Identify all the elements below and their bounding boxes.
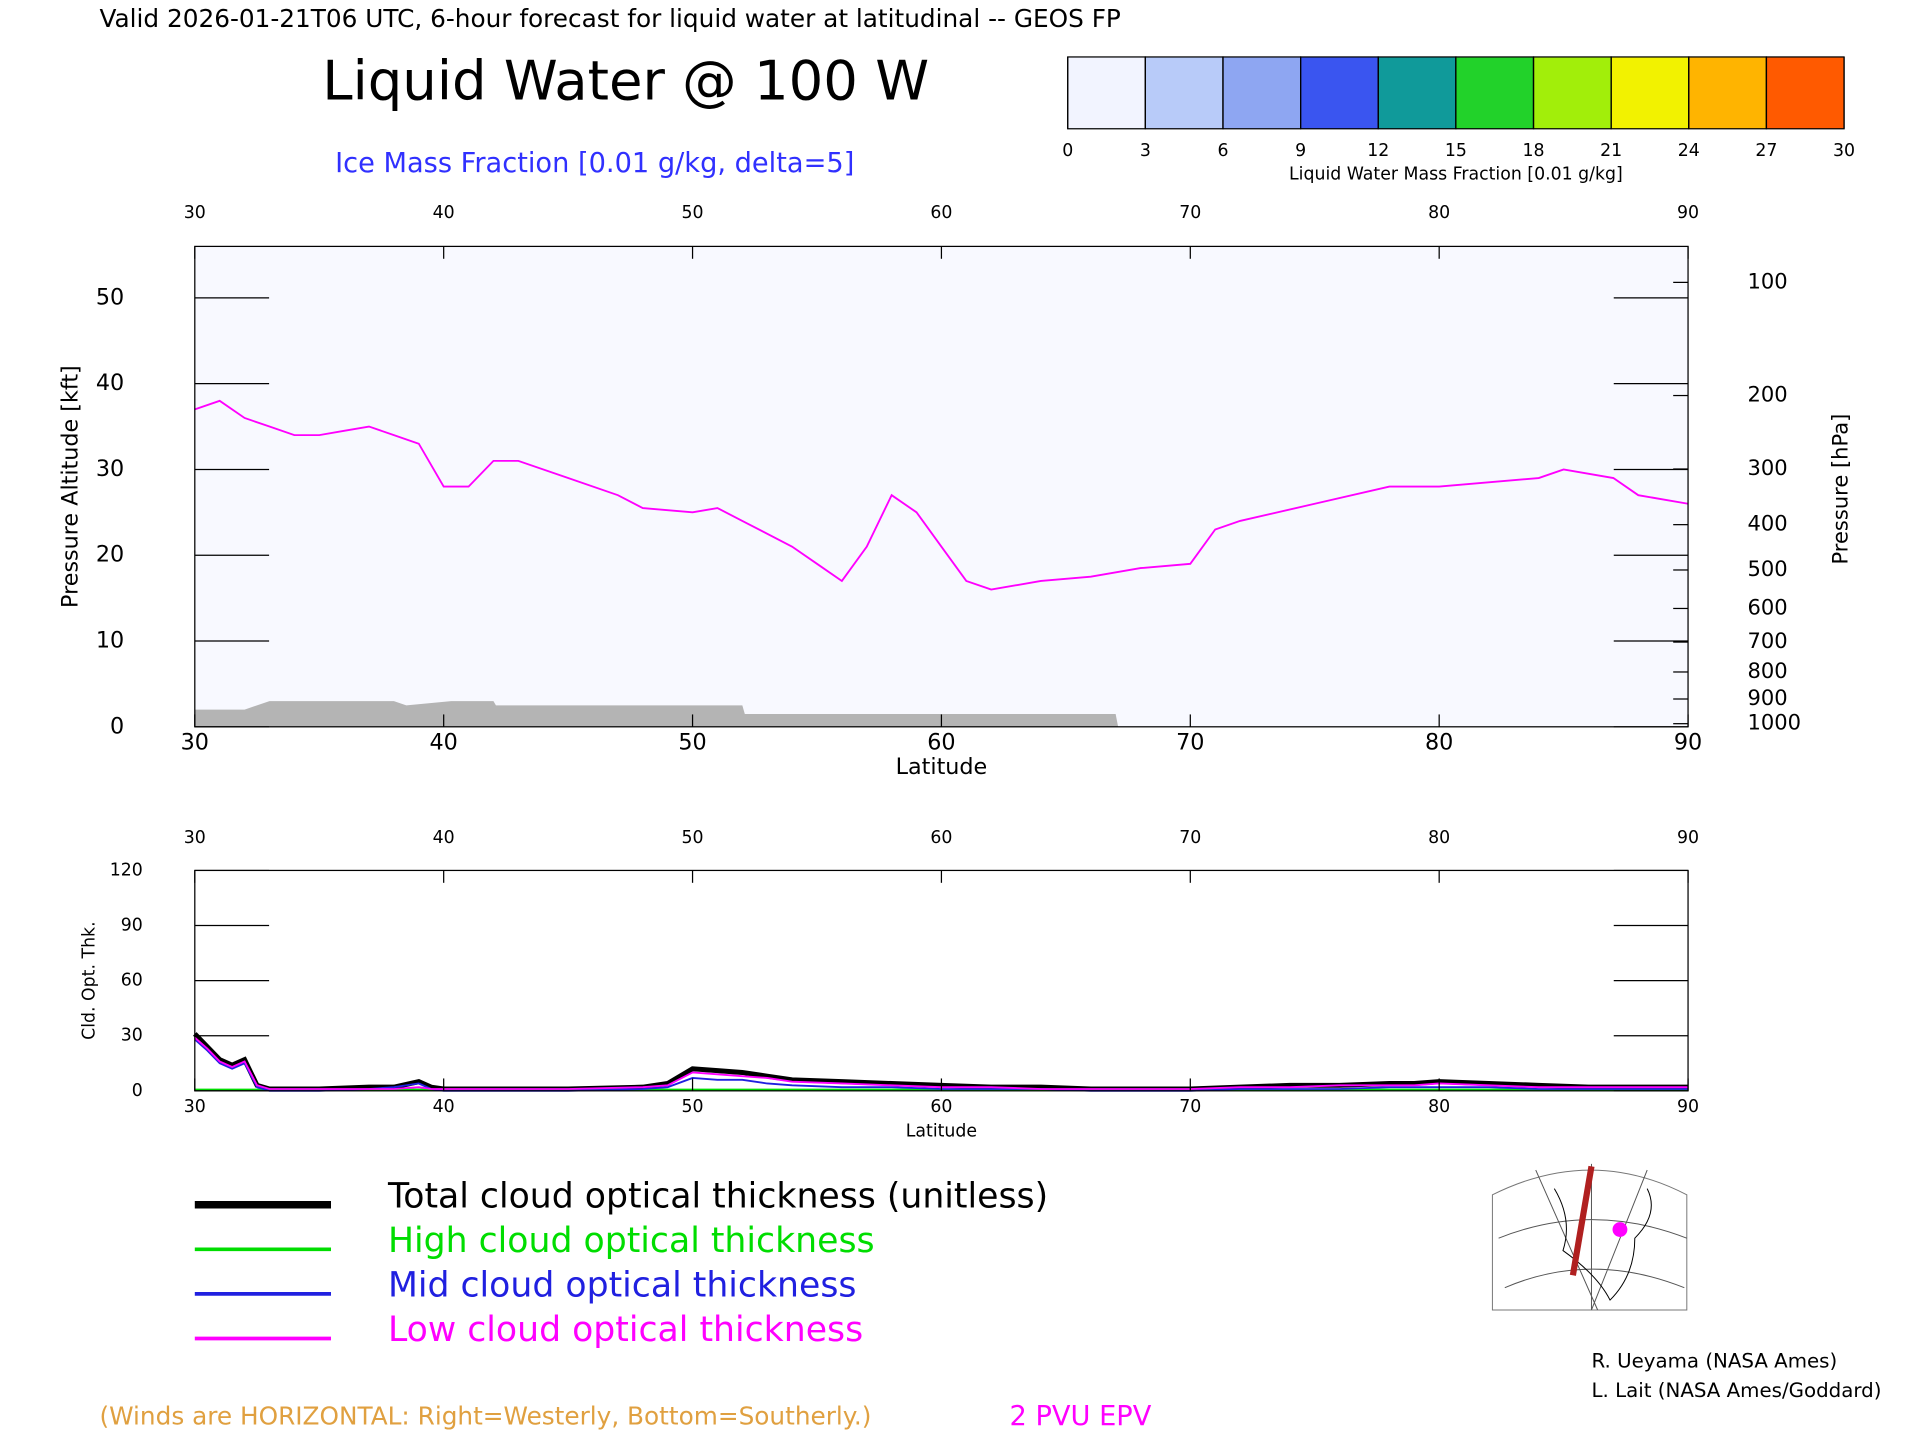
y2-tick-label: 900	[1747, 685, 1787, 710]
y2-tick-label: 700	[1747, 628, 1787, 653]
y-axis-label: Cld. Opt. Thk.	[80, 921, 100, 1039]
y-tick-label: 10	[96, 628, 124, 654]
y2-tick-label: 400	[1747, 511, 1787, 536]
y-tick-label: 20	[96, 542, 124, 568]
colorbar-cell	[1222, 56, 1302, 130]
plot-background	[194, 246, 1689, 727]
y-tick-label: 60	[121, 971, 143, 991]
x-tick-label: 60	[927, 729, 955, 755]
winds-note: (Winds are HORIZONTAL: Right=Westerly, B…	[99, 1402, 871, 1431]
series-line	[194, 399, 1689, 591]
x-tick-label: 30	[184, 1097, 206, 1117]
colorbar-cell	[1610, 56, 1690, 130]
legend-label: Low cloud optical thickness	[388, 1310, 863, 1350]
x-tick-label-top: 70	[1179, 828, 1201, 848]
y-tick-label: 120	[110, 860, 143, 880]
x-tick-label-top: 70	[1179, 203, 1201, 223]
colorbar-label: Liquid Water Mass Fraction [0.01 g/kg]	[1289, 165, 1623, 185]
colorbar-tick-label: 27	[1755, 141, 1777, 161]
chart-title: Liquid Water @ 100 W	[322, 48, 929, 112]
y2-tick-label: 1000	[1747, 710, 1801, 735]
colorbar-cell	[1377, 56, 1457, 130]
colorbar-cell	[1532, 56, 1612, 130]
y-tick-label: 30	[121, 1026, 143, 1046]
x-tick-label: 90	[1674, 729, 1702, 755]
y-tick-label: 0	[110, 713, 124, 739]
x-tick-label-top: 80	[1428, 203, 1450, 223]
plot-background	[194, 870, 1689, 1091]
x-tick-label: 80	[1425, 729, 1453, 755]
x-tick-label: 70	[1176, 729, 1204, 755]
y2-tick-label: 100	[1747, 268, 1787, 293]
y2-axis-label: Pressure [hPa]	[1828, 414, 1853, 565]
terrain	[194, 701, 1119, 727]
x-tick-label-top: 40	[433, 828, 455, 848]
x-tick-label-top: 40	[433, 203, 455, 223]
colorbar-cell	[1144, 56, 1224, 130]
colorbar-tick-label: 30	[1833, 141, 1855, 161]
y-tick-label: 30	[96, 456, 124, 482]
x-tick-label: 90	[1677, 1097, 1699, 1117]
credit: R. Ueyama (NASA Ames)	[1591, 1349, 1837, 1372]
x-tick-label: 30	[181, 729, 209, 755]
y2-tick-label: 800	[1747, 658, 1787, 683]
x-tick-label: 50	[682, 1097, 704, 1117]
y-tick-label: 50	[96, 284, 124, 310]
x-tick-label: 70	[1179, 1097, 1201, 1117]
legend-label: High cloud optical thickness	[388, 1221, 875, 1261]
x-tick-label: 80	[1428, 1097, 1450, 1117]
map-inset	[1491, 1163, 1688, 1311]
x-tick-label: 40	[430, 729, 458, 755]
legend-label: Mid cloud optical thickness	[388, 1265, 856, 1305]
chart-subtitle: Ice Mass Fraction [0.01 g/kg, delta=5]	[335, 148, 854, 179]
x-tick-label-top: 90	[1677, 203, 1699, 223]
epv-note: 2 PVU EPV	[1010, 1401, 1152, 1432]
y2-tick-label: 200	[1747, 382, 1787, 407]
y-axis-label: Pressure Altitude [kft]	[57, 365, 83, 608]
x-axis-label: Latitude	[896, 754, 988, 780]
x-tick-label-top: 50	[682, 828, 704, 848]
colorbar-tick-label: 24	[1678, 141, 1700, 161]
colorbar-tick-label: 12	[1367, 141, 1389, 161]
colorbar-tick-label: 21	[1600, 141, 1622, 161]
colorbar-cell	[1455, 56, 1535, 130]
x-tick-label-top: 30	[184, 203, 206, 223]
colorbar-cell	[1765, 56, 1845, 130]
y-tick-label: 0	[132, 1081, 143, 1101]
legend-label: Total cloud optical thickness (unitless)	[387, 1176, 1048, 1216]
colorbar-cell	[1688, 56, 1768, 130]
y-tick-label: 90	[121, 916, 143, 936]
colorbar-cell	[1300, 56, 1379, 130]
x-tick-label: 40	[433, 1097, 455, 1117]
colorbar-tick-label: 3	[1140, 141, 1151, 161]
header: Valid 2026-01-21T06 UTC, 6-hour forecast…	[99, 4, 1120, 33]
y-tick-label: 40	[96, 370, 124, 396]
series-line	[194, 1036, 1689, 1090]
x-tick-label: 50	[678, 729, 706, 755]
x-tick-label: 60	[930, 1097, 952, 1117]
x-tick-label-top: 80	[1428, 828, 1450, 848]
colorbar-tick-label: 6	[1217, 141, 1228, 161]
colorbar-tick-label: 15	[1445, 141, 1467, 161]
colorbar-tick-label: 9	[1295, 141, 1306, 161]
colorbar-cell	[1067, 56, 1146, 130]
x-tick-label-top: 90	[1677, 828, 1699, 848]
y2-tick-label: 500	[1747, 556, 1787, 581]
y2-tick-label: 300	[1747, 455, 1787, 480]
colorbar-tick-label: 0	[1062, 141, 1073, 161]
credit: L. Lait (NASA Ames/Goddard)	[1591, 1379, 1881, 1402]
x-axis-label: Latitude	[906, 1122, 977, 1142]
x-tick-label-top: 30	[184, 828, 206, 848]
y2-tick-label: 600	[1747, 594, 1787, 619]
x-tick-label-top: 60	[930, 828, 952, 848]
colorbar-tick-label: 18	[1522, 141, 1544, 161]
x-tick-label-top: 50	[682, 203, 704, 223]
x-tick-label-top: 60	[930, 203, 952, 223]
